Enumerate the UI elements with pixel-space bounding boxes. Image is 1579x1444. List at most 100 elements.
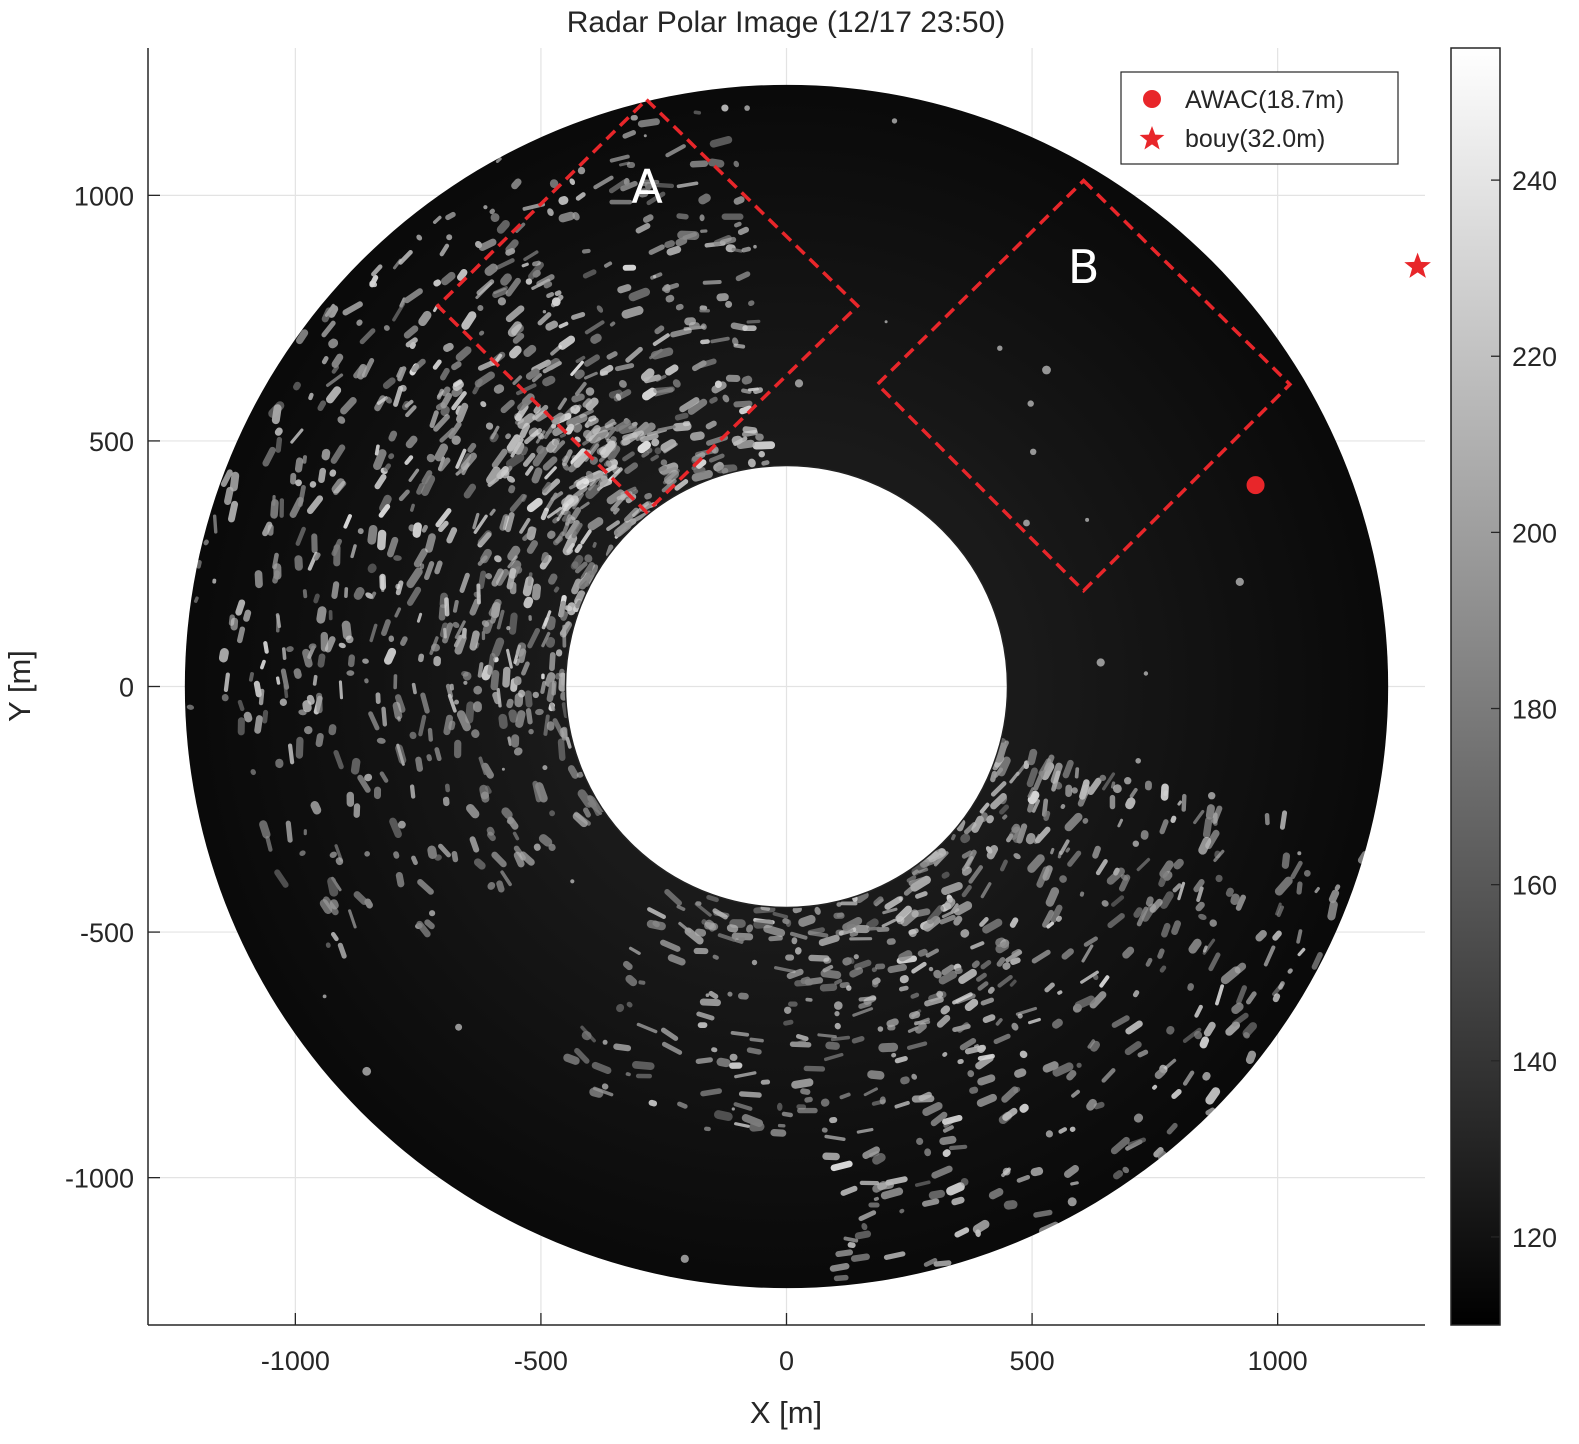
- echo-blob: [514, 413, 522, 421]
- echo-blob: [587, 477, 600, 491]
- echo-blob: [954, 967, 963, 975]
- echo-speck: [936, 990, 944, 998]
- echo-blob: [293, 668, 302, 679]
- echo-blob: [695, 1057, 713, 1064]
- echo-blob: [496, 687, 502, 708]
- echo-blob: [693, 110, 702, 115]
- echo-blob: [1154, 1067, 1167, 1079]
- echo-blob: [873, 1196, 879, 1201]
- echo-blob: [492, 287, 508, 299]
- echo-blob: [660, 1027, 679, 1041]
- echo-speck: [1124, 777, 1132, 785]
- echo-blob: [446, 527, 458, 544]
- echo-blob: [583, 807, 591, 818]
- echo-blob: [473, 701, 482, 713]
- echo-blob: [521, 494, 528, 502]
- echo-blob: [193, 596, 199, 603]
- echo-blob: [770, 1129, 787, 1137]
- echo-blob: [689, 160, 709, 168]
- echo-blob: [260, 659, 266, 670]
- echo-blob: [541, 631, 551, 648]
- echo-blob: [761, 460, 770, 466]
- echo-blob: [1080, 970, 1099, 984]
- echo-blob: [582, 269, 597, 279]
- echo-blob: [830, 1160, 853, 1172]
- echo-blob: [433, 656, 441, 667]
- echo-blob: [964, 998, 979, 1012]
- echo-blob: [734, 1122, 750, 1128]
- echo-blob: [640, 433, 659, 443]
- echo-blob: [819, 983, 838, 992]
- echo-blob: [960, 1177, 969, 1186]
- echo-blob: [500, 273, 512, 286]
- echo-blob: [319, 899, 333, 915]
- echo-blob: [622, 451, 635, 462]
- echo-blob: [588, 415, 597, 422]
- echo-blob: [228, 500, 239, 523]
- echo-blob: [381, 619, 391, 636]
- echo-blob: [637, 118, 660, 128]
- echo-blob: [445, 683, 454, 699]
- echo-blob: [491, 568, 504, 587]
- legend-awac-label: AWAC(18.7m): [1185, 86, 1344, 114]
- echo-blob: [949, 1144, 968, 1151]
- echo-blob: [1211, 805, 1223, 824]
- y-tick-label: 500: [89, 427, 134, 457]
- echo-blob: [1002, 1107, 1018, 1121]
- echo-blob: [348, 909, 357, 929]
- echo-blob: [830, 1035, 851, 1042]
- echo-blob: [1066, 1070, 1077, 1081]
- echo-blob: [1205, 1087, 1221, 1105]
- echo-blob: [287, 743, 295, 765]
- echo-blob: [979, 917, 989, 927]
- echo-blob: [852, 1007, 874, 1017]
- echo-blob: [558, 335, 576, 350]
- legend-box: [1120, 71, 1399, 165]
- echo-blob: [1125, 797, 1136, 810]
- echo-speck: [891, 118, 898, 124]
- echo-blob: [344, 587, 349, 598]
- echo-speck: [398, 820, 406, 829]
- echo-blob: [980, 812, 988, 823]
- echo-blob: [622, 130, 636, 139]
- echo-blob: [1159, 819, 1169, 835]
- echo-blob: [490, 425, 500, 440]
- echo-blob: [899, 1208, 905, 1214]
- echo-blob: [1026, 767, 1038, 788]
- echo-blob: [395, 871, 405, 888]
- echo-blob: [617, 284, 632, 294]
- colorbar-tick-label: 220: [1512, 342, 1557, 372]
- echo-blob: [369, 280, 378, 288]
- echo-blob: [687, 398, 708, 415]
- echo-blob: [1213, 849, 1225, 863]
- x-axis-label: X [m]: [750, 1395, 822, 1430]
- echo-blob: [924, 996, 944, 1007]
- echo-blob: [1112, 1170, 1124, 1180]
- echo-blob: [1158, 870, 1169, 888]
- echo-blob: [318, 467, 327, 484]
- echo-blob: [451, 435, 461, 445]
- echo-blob: [574, 381, 587, 396]
- echo-blob: [654, 325, 665, 335]
- echo-blob: [558, 321, 569, 329]
- echo-blob: [272, 570, 280, 584]
- echo-blob: [1082, 817, 1089, 824]
- echo-blob: [403, 325, 419, 339]
- echo-blob: [478, 756, 487, 776]
- echo-blob: [698, 193, 711, 205]
- echo-blob: [1153, 1147, 1164, 1158]
- echo-blob: [833, 912, 845, 919]
- echo-blob: [944, 897, 956, 910]
- echo-blob: [613, 520, 632, 538]
- echo-blob: [1136, 857, 1151, 872]
- echo-blob: [664, 240, 675, 248]
- echo-blob: [551, 297, 561, 307]
- echo-blob: [1196, 886, 1204, 903]
- echo-blob: [702, 280, 722, 285]
- echo-blob: [631, 421, 638, 427]
- echo-blob: [654, 447, 662, 455]
- echo-blob: [469, 630, 480, 651]
- echo-blob: [498, 713, 508, 729]
- echo-blob: [1202, 945, 1208, 953]
- echo-blob: [376, 737, 386, 744]
